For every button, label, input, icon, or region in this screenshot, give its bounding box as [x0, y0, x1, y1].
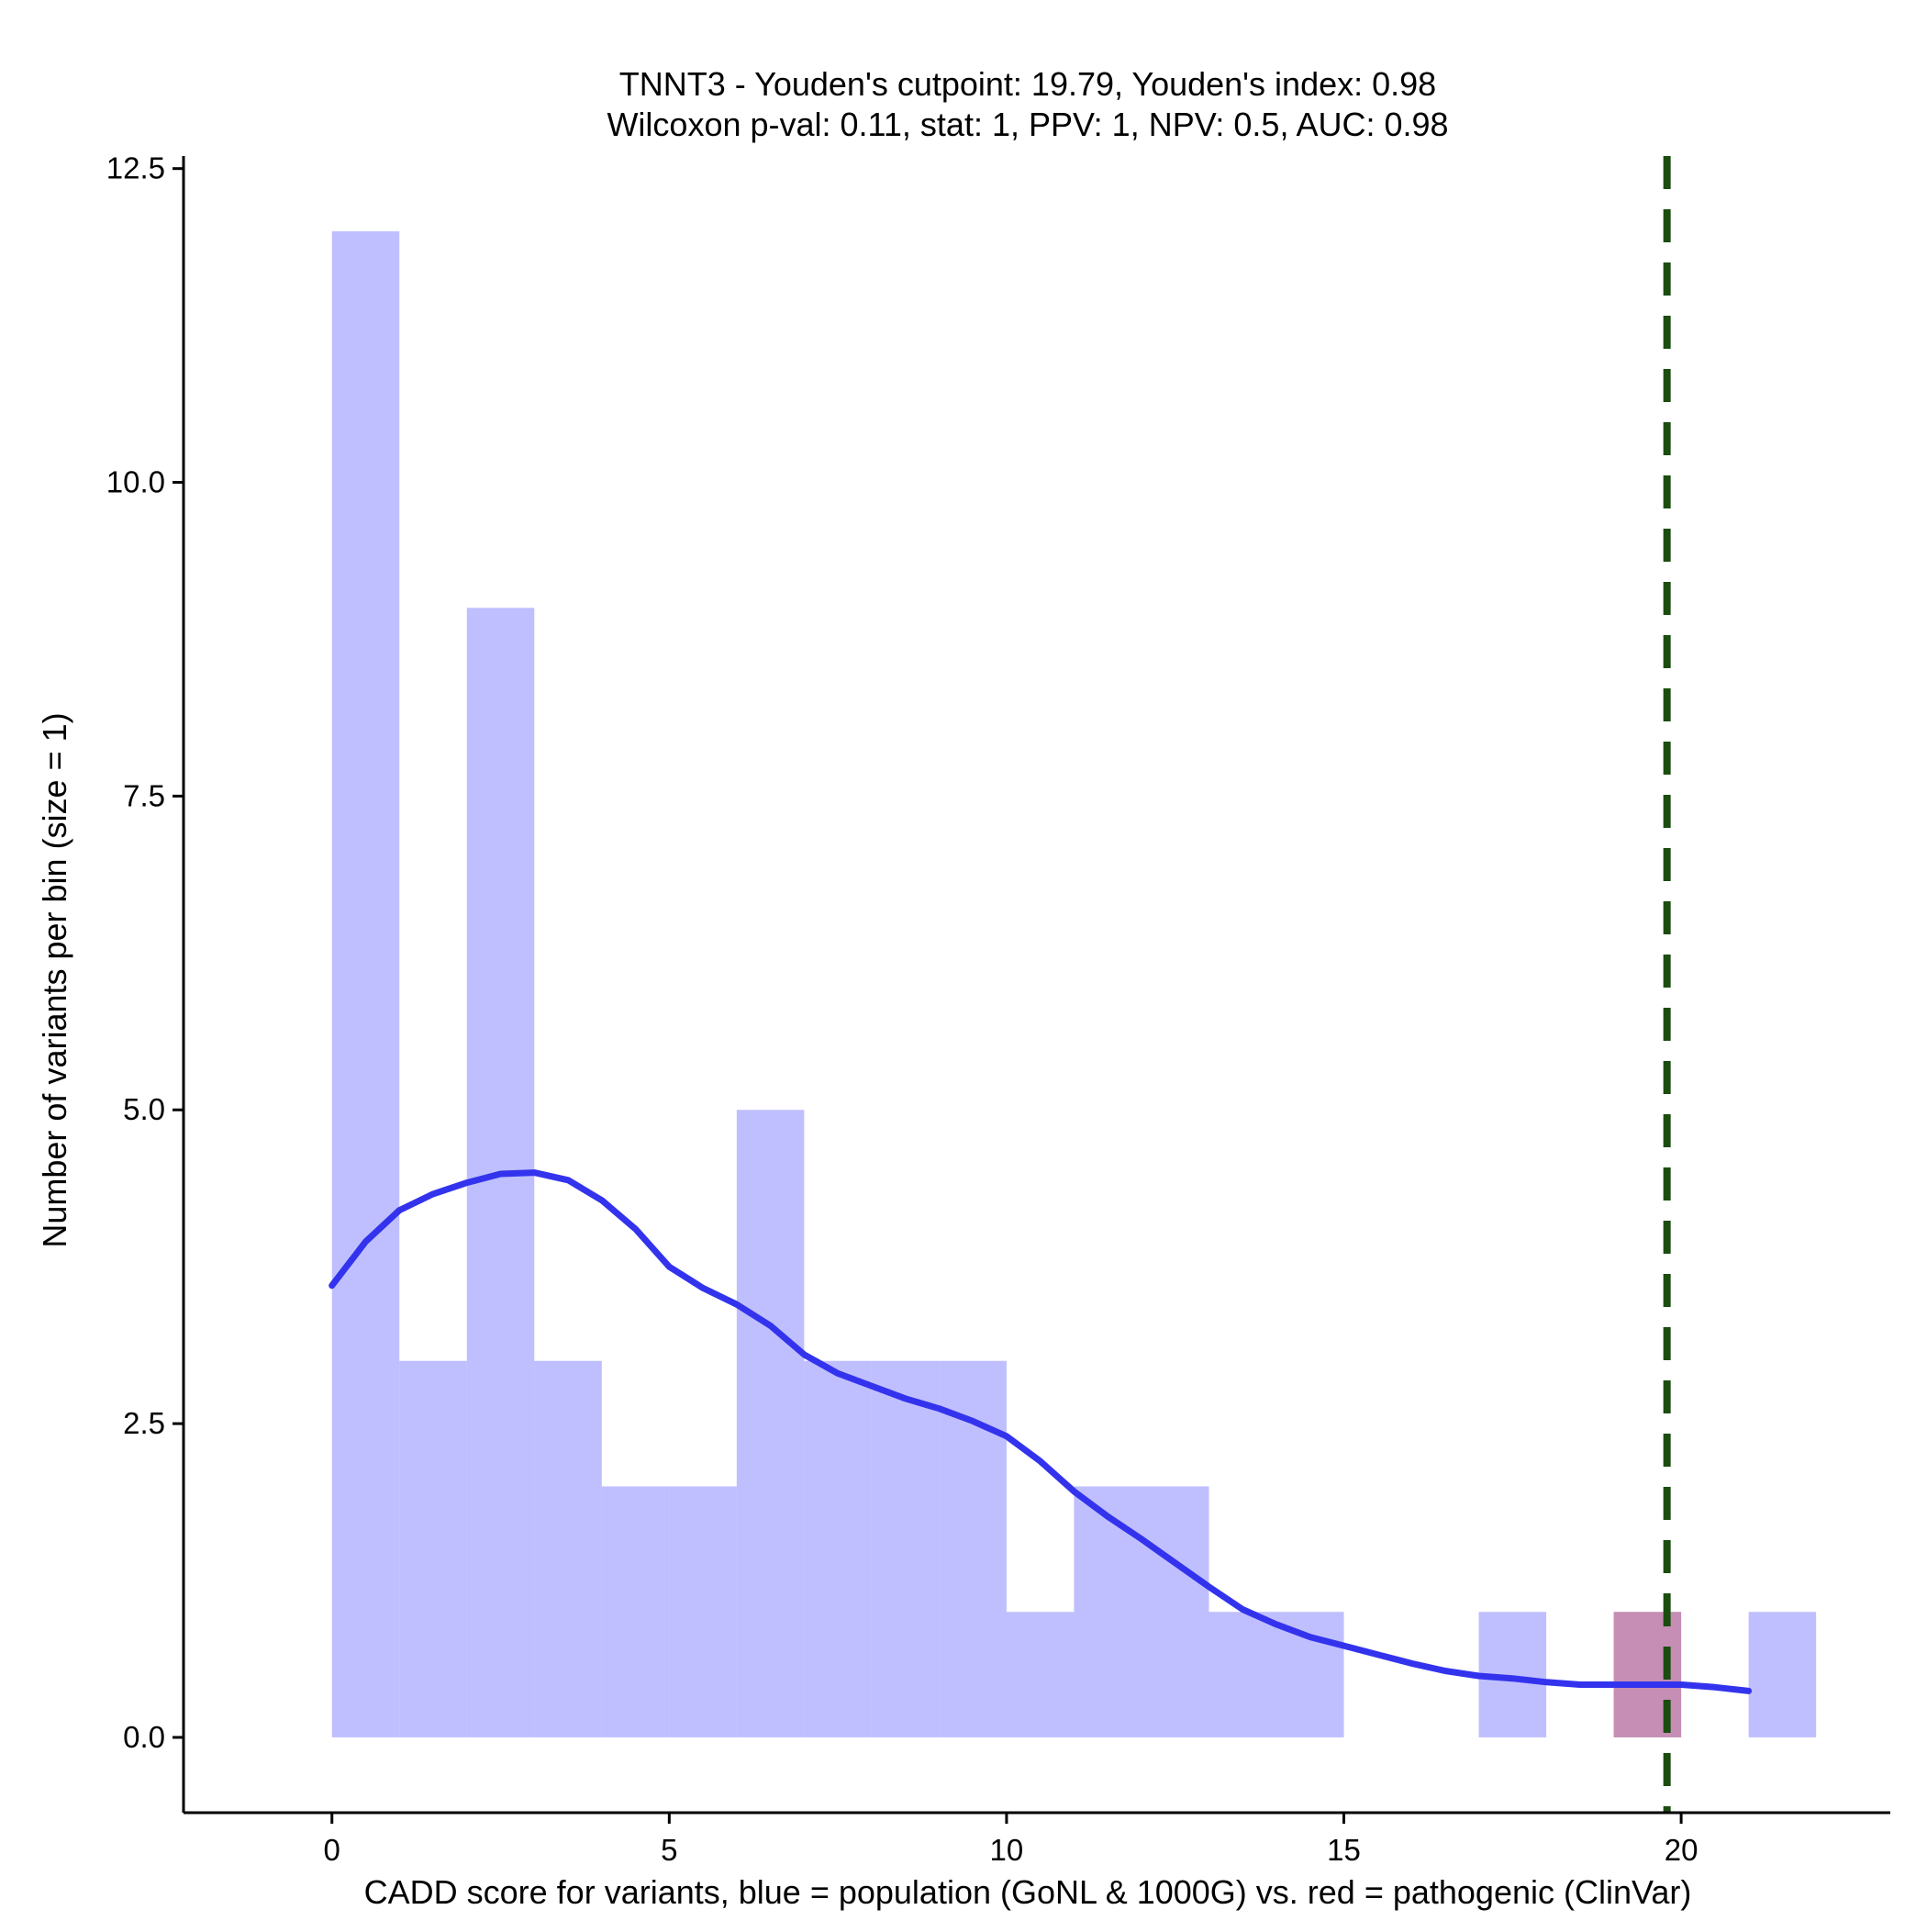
population-bar-6 — [736, 1110, 805, 1737]
y-tick-label-5: 12.5 — [106, 151, 165, 185]
population-bar-3 — [534, 1360, 602, 1737]
population-bar-10 — [1006, 1612, 1075, 1737]
population-bar-8 — [871, 1360, 940, 1737]
population-bar-14 — [1275, 1612, 1344, 1737]
y-tick-label-0: 0.0 — [123, 1720, 165, 1754]
population-bar-12 — [1141, 1486, 1209, 1737]
population-bar-7 — [804, 1360, 872, 1737]
population-bar-0 — [331, 231, 400, 1737]
bars-layer — [331, 231, 1817, 1737]
population-bar-9 — [939, 1360, 1007, 1737]
population-bar-5 — [669, 1486, 737, 1737]
y-tick-label-3: 7.5 — [123, 778, 165, 812]
axes-layer: 0.0 2.5 5.0 7.5 10.0 12.5 0 5 10 15 20 — [106, 151, 1890, 1867]
y-axis-title: Number of variants per bin (size = 1) — [36, 712, 73, 1247]
x-tick-label-1: 5 — [661, 1833, 677, 1867]
x-tick-label-3: 15 — [1327, 1833, 1361, 1867]
x-tick-label-2: 10 — [990, 1833, 1024, 1867]
population-bar-21 — [1748, 1612, 1817, 1737]
y-tick-label-1: 2.5 — [123, 1406, 165, 1440]
x-axis-title: CADD score for variants, blue = populati… — [364, 1873, 1692, 1911]
x-tick-label-0: 0 — [324, 1833, 340, 1867]
density-curve-line — [329, 1169, 1753, 1694]
chart-title-line-2: Wilcoxon p-val: 0.11, stat: 1, PPV: 1, N… — [607, 106, 1448, 143]
pathogenic-bar-19 — [1613, 1612, 1682, 1737]
population-bar-4 — [601, 1486, 670, 1737]
population-bar-1 — [399, 1360, 467, 1737]
x-tick-label-4: 20 — [1665, 1833, 1699, 1867]
y-tick-label-2: 5.0 — [123, 1092, 165, 1126]
population-bar-13 — [1209, 1612, 1276, 1737]
chart-title-line-1: TNNT3 - Youden's cutpoint: 19.79, Youden… — [619, 65, 1436, 103]
density-curve-layer — [329, 1169, 1753, 1694]
population-bar-11 — [1074, 1486, 1142, 1737]
y-tick-label-4: 10.0 — [106, 465, 165, 499]
